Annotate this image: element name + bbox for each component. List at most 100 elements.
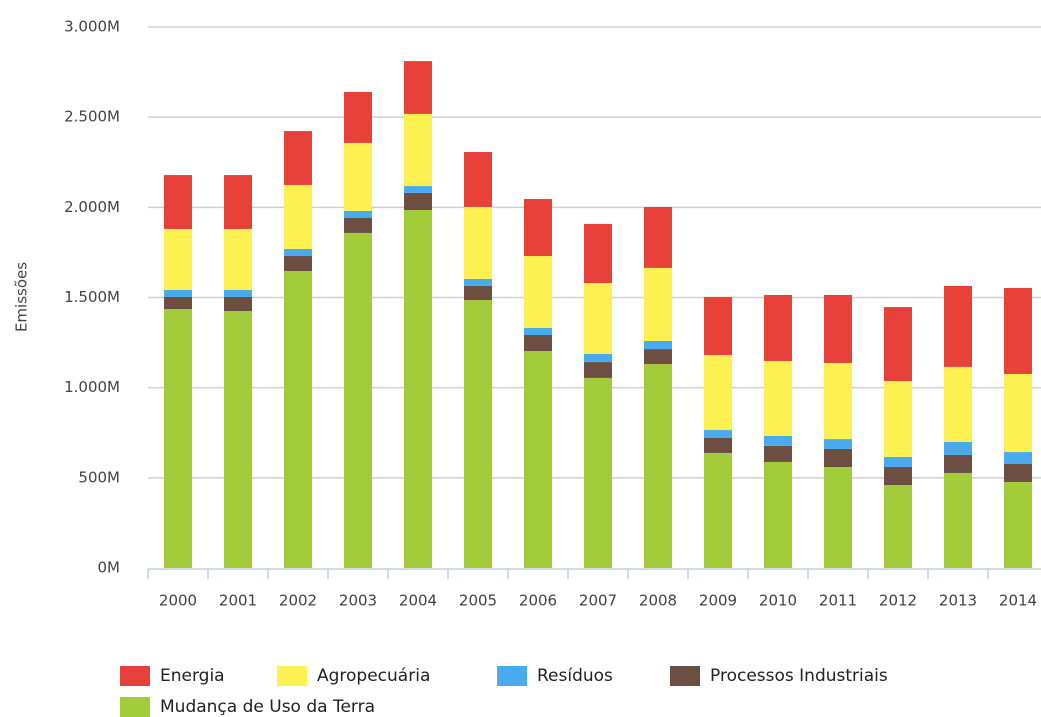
legend-label: Processos Industriais: [710, 666, 888, 686]
bar-segment: [404, 113, 432, 187]
legend-swatch: [497, 666, 527, 686]
x-tick-label: 2010: [759, 592, 797, 610]
x-tick-label: 2014: [999, 592, 1037, 610]
bar-segment: [464, 300, 492, 568]
bar-segment: [1004, 463, 1032, 482]
bar-segment: [464, 278, 492, 286]
x-tick-label: 2006: [519, 592, 557, 610]
bar-segment: [344, 210, 372, 218]
bar-segment: [764, 445, 792, 462]
bar-segment: [164, 228, 192, 290]
legend-swatch: [120, 666, 150, 686]
bar-segment: [884, 456, 912, 468]
bar-segment: [404, 61, 432, 114]
legend-swatch: [670, 666, 700, 686]
bar-segment: [704, 437, 732, 453]
bar-segment: [584, 353, 612, 363]
bar-segment: [284, 270, 312, 568]
bar-segment: [824, 362, 852, 440]
y-tick-label: 2.500M: [64, 108, 120, 126]
bar-segment: [644, 267, 672, 341]
bar-segment: [164, 175, 192, 229]
bar-segment: [644, 340, 672, 350]
bar-segment: [824, 448, 852, 468]
bar-segment: [944, 454, 972, 473]
bar-segment: [344, 91, 372, 143]
bar-segment: [164, 309, 192, 568]
x-tick-label: 2011: [819, 592, 857, 610]
bar-segment: [644, 349, 672, 365]
bar-segment: [464, 206, 492, 279]
y-tick-label: 0M: [98, 559, 121, 577]
legend-label: Agropecuária: [317, 666, 430, 686]
bar-segment: [584, 362, 612, 378]
x-tick-label: 2005: [459, 592, 497, 610]
bar-segment: [824, 294, 852, 363]
bar-segment: [344, 142, 372, 211]
x-tick-label: 2001: [219, 592, 257, 610]
bar-segment: [404, 192, 432, 211]
bar-segment: [344, 217, 372, 233]
x-tick-label: 2008: [639, 592, 677, 610]
bar-segment: [884, 467, 912, 486]
y-axis-label: Emissões: [13, 262, 31, 332]
bar-segment: [1004, 287, 1032, 374]
bar-segment: [944, 472, 972, 568]
y-tick-label: 1.000M: [64, 378, 120, 396]
bar-segment: [344, 232, 372, 568]
bar-segment: [1004, 452, 1032, 464]
bar-segment: [704, 355, 732, 431]
bar-segment: [464, 285, 492, 301]
x-tick-label: 2003: [339, 592, 377, 610]
bar-segment: [764, 294, 792, 361]
bar-segment: [644, 206, 672, 268]
x-tick-label: 2000: [159, 592, 197, 610]
bar-segment: [224, 311, 252, 568]
bar-segment: [884, 485, 912, 568]
bar-segment: [164, 296, 192, 310]
legend-label: Resíduos: [537, 666, 613, 686]
bar-segment: [404, 210, 432, 568]
bar-segment: [284, 131, 312, 185]
bar-segment: [284, 248, 312, 257]
bar-segment: [884, 380, 912, 457]
bar-segment: [764, 360, 792, 436]
y-tick-label: 2.000M: [64, 198, 120, 216]
bar-segment: [224, 296, 252, 312]
bar-segment: [764, 461, 792, 568]
bar-segment: [584, 223, 612, 284]
x-tick-label: 2012: [879, 592, 917, 610]
legend-swatch: [277, 666, 307, 686]
legend-label: Energia: [160, 666, 225, 686]
bar-segment: [944, 285, 972, 367]
bar-segment: [224, 228, 252, 290]
bar-segment: [224, 175, 252, 229]
bar-segment: [404, 186, 432, 193]
x-tick-label: 2002: [279, 592, 317, 610]
bar-segment: [224, 289, 252, 297]
bar-segment: [704, 430, 732, 438]
bar-segment: [824, 467, 852, 568]
bar-segment: [1004, 373, 1032, 453]
bar-segment: [584, 377, 612, 568]
bar-segment: [1004, 481, 1032, 568]
bar-segment: [284, 256, 312, 271]
bar-segment: [524, 199, 552, 257]
x-tick-label: 2007: [579, 592, 617, 610]
bar-segment: [524, 351, 552, 568]
bar-segment: [824, 439, 852, 449]
bar-segment: [284, 184, 312, 249]
bar-segment: [764, 435, 792, 446]
bar-segment: [884, 307, 912, 381]
bar-segment: [644, 364, 672, 568]
bar-segment: [944, 441, 972, 455]
x-tick-label: 2009: [699, 592, 737, 610]
bar-segment: [464, 151, 492, 207]
y-tick-label: 1.500M: [64, 288, 120, 306]
y-tick-label: 500M: [78, 468, 120, 486]
bar-segment: [704, 452, 732, 568]
bar-segment: [704, 296, 732, 356]
legend-swatch: [120, 697, 150, 717]
legend-label: Mudança de Uso da Terra: [160, 697, 375, 717]
